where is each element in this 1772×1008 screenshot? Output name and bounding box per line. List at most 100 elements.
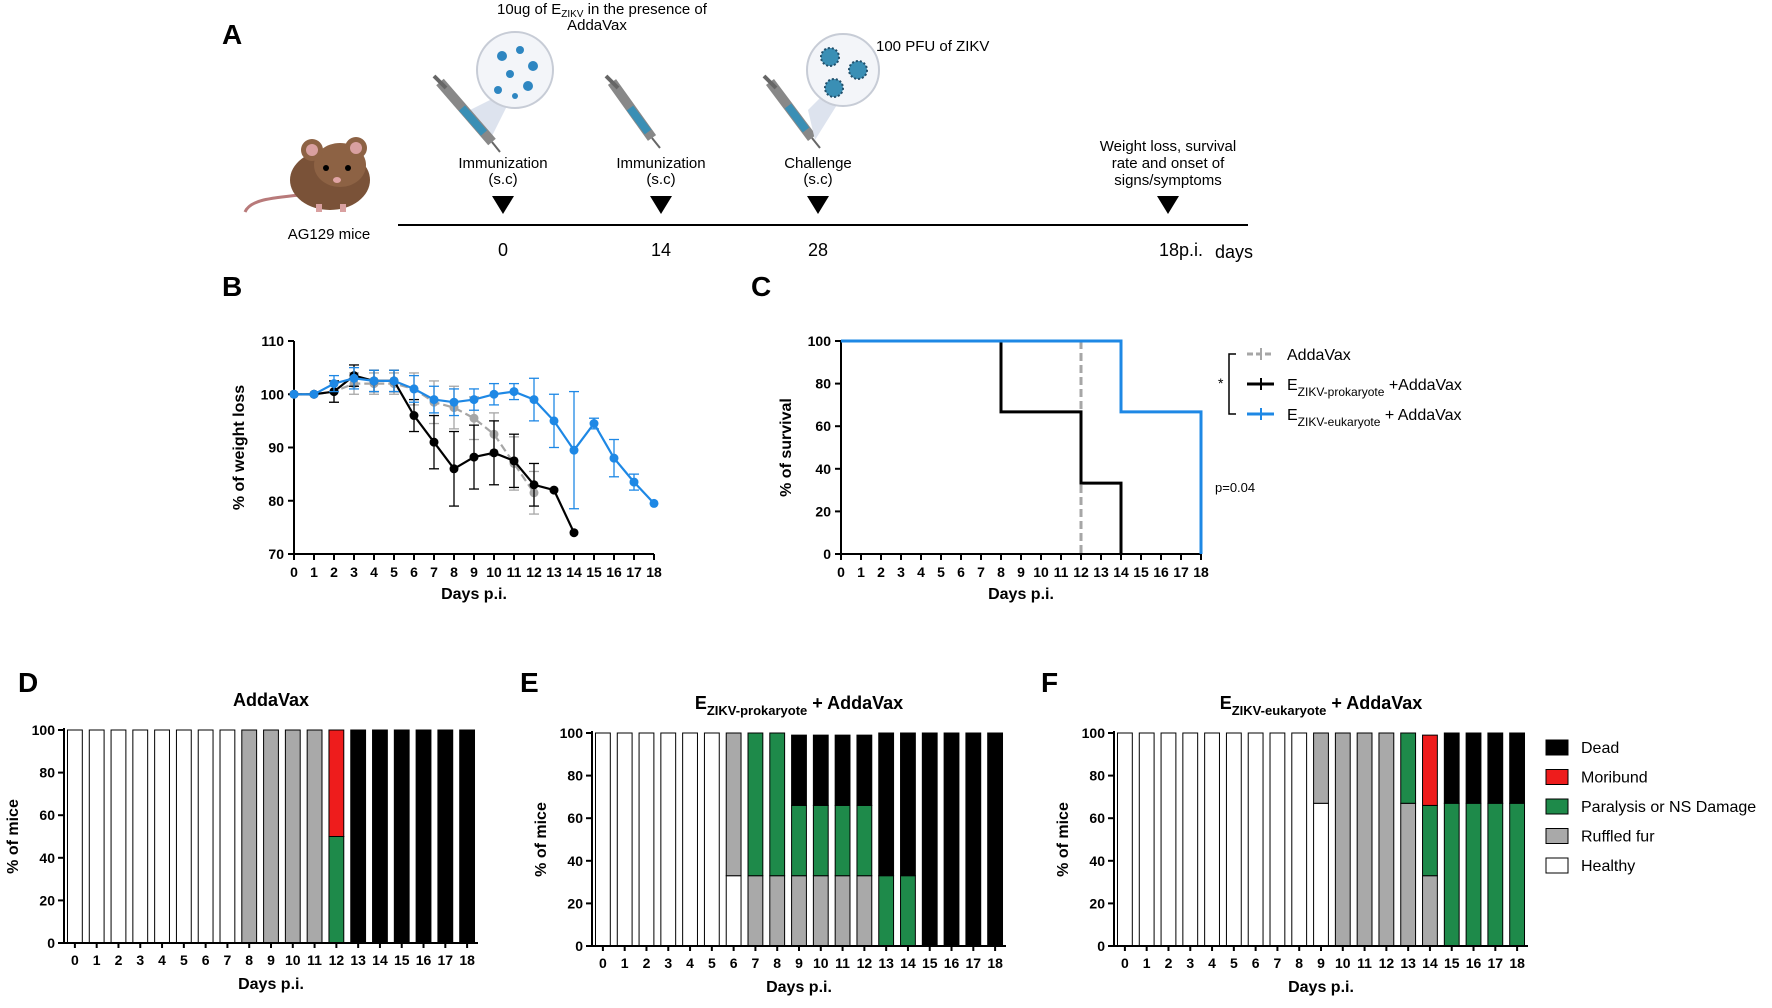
bar-segment [791, 875, 807, 947]
timeline-days-unit: days [1215, 242, 1253, 262]
data-point [609, 453, 619, 463]
y-tick-label: 80 [1089, 768, 1105, 784]
x-tick-label: 12 [329, 952, 345, 968]
event-label: (s.c) [488, 171, 517, 188]
series-line [841, 339, 1203, 554]
series-line [841, 339, 1123, 554]
bar-segment [878, 875, 895, 947]
bar-segment [747, 875, 764, 947]
legend-label: Dead [1581, 740, 1619, 757]
y-tick-label: 100 [560, 725, 584, 741]
bar-segment [1225, 732, 1242, 947]
syringe-icon [762, 74, 821, 149]
legend-swatch [1545, 769, 1569, 785]
x-tick-label: 4 [158, 952, 166, 968]
data-point [429, 437, 439, 447]
data-point [429, 395, 439, 405]
final-event-label: Weight loss, survival [1100, 138, 1236, 155]
bar-segment [1313, 802, 1329, 947]
bar-segment [393, 729, 410, 944]
x-tick-label: 5 [180, 952, 188, 968]
x-tick-label: 18 [646, 564, 662, 580]
panel-label-f: F [1041, 667, 1058, 698]
bar-segment [856, 875, 873, 947]
event-marker [492, 196, 514, 214]
x-tick-label: 15 [394, 952, 410, 968]
y-tick-label: 20 [1089, 895, 1105, 911]
bar-segment [921, 732, 938, 947]
data-point [469, 413, 479, 423]
bar-segment [900, 875, 916, 947]
bar-segment [725, 732, 742, 877]
bar-segment [372, 729, 388, 944]
x-axis-label: Days p.i. [1288, 979, 1354, 996]
data-point [649, 498, 659, 508]
mouse-label: AG129 mice [288, 226, 371, 243]
bar-segment [1313, 732, 1329, 804]
bar-segment [1509, 732, 1526, 804]
data-point [529, 395, 539, 405]
x-tick-label: 7 [430, 564, 438, 580]
y-tick-label: 20 [815, 503, 831, 519]
bar-segment [682, 732, 698, 947]
x-tick-label: 15 [1444, 955, 1460, 971]
y-tick-label: 60 [567, 810, 583, 826]
bar-segment [725, 875, 742, 947]
data-point [629, 477, 639, 487]
x-tick-label: 8 [450, 564, 458, 580]
bar-segment [1465, 802, 1482, 947]
mouse-icon [243, 137, 370, 213]
data-point [509, 456, 519, 466]
x-tick-label: 10 [813, 955, 829, 971]
y-tick-label: 60 [815, 418, 831, 434]
survival-legend: AddaVax EZIKV-prokaryote +AddaVax EZIKV-… [1215, 347, 1462, 495]
data-point [409, 411, 419, 421]
bar-segment [1443, 802, 1460, 947]
bar-segment [88, 729, 105, 944]
x-tick-label: 8 [773, 955, 781, 971]
data-point [489, 448, 499, 458]
x-tick-label: 1 [857, 564, 865, 580]
x-tick-label: 7 [977, 564, 985, 580]
event-label: Immunization [616, 155, 705, 172]
x-tick-label: 14 [1422, 955, 1438, 971]
x-axis-label: Days p.i. [766, 979, 832, 996]
legend-label-eukaryote: EZIKV-eukaryote + AddaVax [1287, 407, 1462, 429]
bar-segment [241, 729, 258, 944]
bar-segment [878, 732, 895, 877]
y-tick-label: 110 [261, 333, 284, 349]
y-tick-label: 0 [823, 546, 831, 562]
bar-segment [1487, 802, 1504, 947]
bar-segment [1422, 804, 1438, 877]
legend-label-addavax: AddaVax [1287, 347, 1351, 364]
x-tick-label: 7 [752, 955, 760, 971]
bar-segment [328, 836, 345, 944]
x-tick-label: 1 [310, 564, 318, 580]
syringe-icon [432, 74, 501, 153]
y-tick-label: 0 [1097, 938, 1105, 954]
bar-segment [1400, 732, 1417, 804]
x-tick-label: 0 [71, 952, 79, 968]
data-point [369, 376, 379, 386]
data-point [509, 387, 519, 397]
x-tick-label: 13 [1400, 955, 1416, 971]
event-label: Immunization [458, 155, 547, 172]
x-tick-label: 17 [438, 952, 454, 968]
data-point [569, 528, 579, 538]
y-tick-label: 40 [1089, 853, 1105, 869]
bar-segment [1182, 732, 1199, 947]
x-tick-label: 15 [922, 955, 938, 971]
bar-segment [747, 732, 764, 877]
x-tick-label: 14 [566, 564, 582, 580]
x-tick-label: 3 [136, 952, 144, 968]
x-tick-label: 1 [93, 952, 101, 968]
x-tick-label: 2 [877, 564, 885, 580]
x-tick-label: 0 [1121, 955, 1129, 971]
legend-swatch [1545, 739, 1569, 756]
bar-segment [1465, 732, 1482, 804]
x-tick-label: 15 [1133, 564, 1149, 580]
dose-note: 10ug of EZIKV in the presence of [497, 1, 708, 20]
